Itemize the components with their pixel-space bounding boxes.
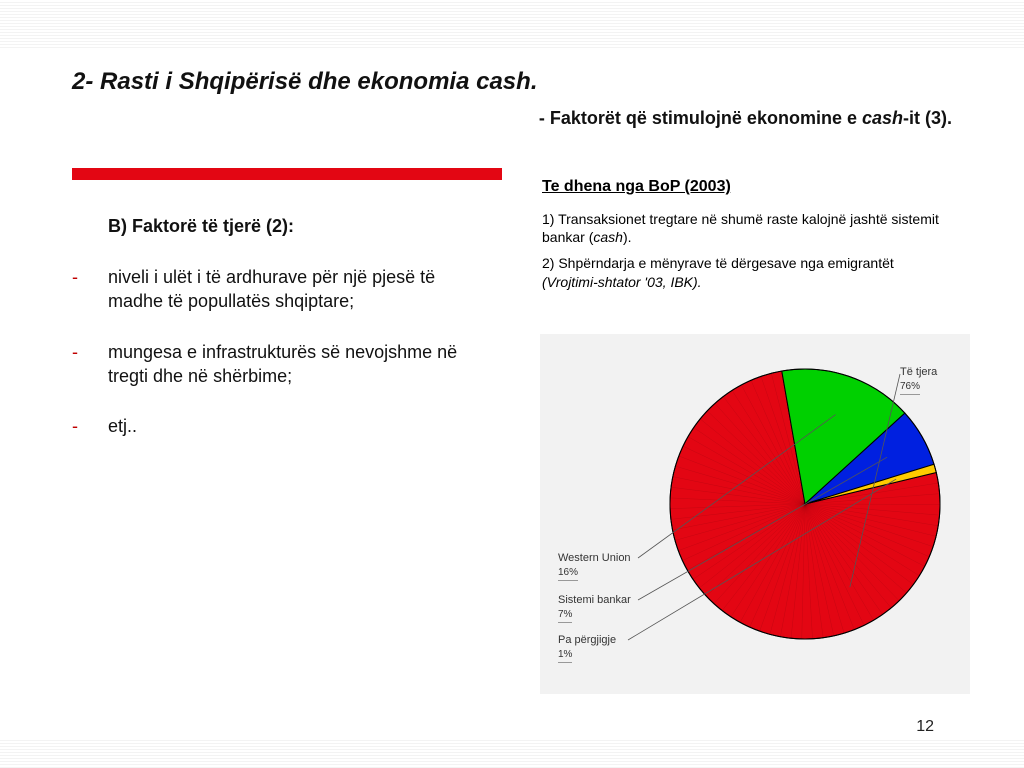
note1-italic: cash (593, 229, 623, 245)
slide: 2- Rasti i Shqipërisë dhe ekonomia cash.… (0, 0, 1024, 768)
bullet-text: niveli i ulët i të ardhurave për një pje… (108, 265, 492, 314)
subtitle-prefix: - Faktorët që stimulojnë ekonomine e (539, 108, 862, 128)
subtitle-italic: cash (862, 108, 903, 128)
list-item: - etj.. (72, 414, 492, 438)
pie-label-pa: Pa përgjigje 1% (558, 634, 616, 663)
pie-label-te-tjera: Të tjera 76% (900, 366, 937, 395)
pie-label-sistemi: Sistemi bankar 7% (558, 594, 631, 623)
note-2: 2) Shpërndarja e mënyrave të dërgesave n… (542, 254, 962, 290)
note2-line1: 2) Shpërndarja e mënyrave të dërgesave n… (542, 255, 894, 271)
bullet-dash-icon: - (72, 265, 108, 314)
factors-heading: B) Faktorë të tjerë (2): (108, 216, 492, 237)
pie-label-text: Të tjera (900, 366, 937, 378)
slide-subtitle: - Faktorët që stimulojnë ekonomine e cas… (72, 108, 952, 129)
note2-italic: (Vrojtimi-shtator '03, IBK). (542, 274, 702, 290)
bop-heading: Te dhena nga BoP (2003) (542, 178, 962, 196)
bullet-text: mungesa e infrastrukturës së nevojshme n… (108, 340, 492, 389)
note-1: 1) Transaksionet tregtare në shumë raste… (542, 210, 962, 246)
pie-label-text: Sistemi bankar (558, 594, 631, 606)
pie-label-pct: 76% (900, 381, 920, 395)
right-column: Te dhena nga BoP (2003) 1) Transaksionet… (542, 178, 962, 299)
pie-chart: Të tjera 76% Western Union 16% Sistemi b… (540, 334, 970, 694)
accent-red-bar (72, 168, 502, 180)
pie-label-pct: 16% (558, 567, 578, 581)
pie-label-text: Western Union (558, 552, 631, 564)
pie-label-western: Western Union 16% (558, 552, 631, 581)
page-number: 12 (916, 718, 934, 736)
pie-label-text: Pa përgjigje (558, 634, 616, 646)
list-item: - mungesa e infrastrukturës së nevojshme… (72, 340, 492, 389)
bullet-text: etj.. (108, 414, 492, 438)
list-item: - niveli i ulët i të ardhurave për një p… (72, 265, 492, 314)
pie-label-pct: 7% (558, 609, 572, 623)
left-column: B) Faktorë të tjerë (2): - niveli i ulët… (72, 216, 492, 464)
slide-title: 2- Rasti i Shqipërisë dhe ekonomia cash. (72, 68, 537, 96)
subtitle-suffix: -it (3). (903, 108, 952, 128)
note1-post: ). (623, 229, 632, 245)
bullet-dash-icon: - (72, 340, 108, 389)
bullet-dash-icon: - (72, 414, 108, 438)
pie-label-pct: 1% (558, 649, 572, 663)
